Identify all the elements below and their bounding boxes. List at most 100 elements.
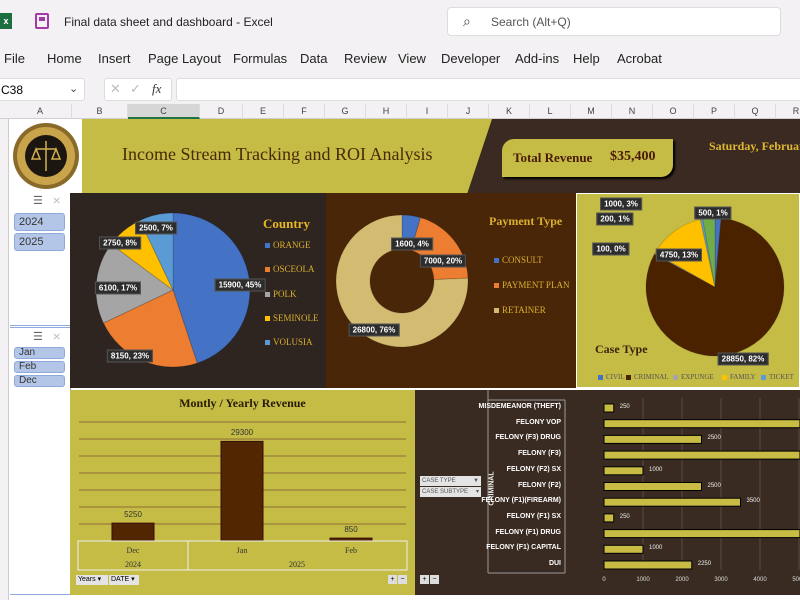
data-label: 6100, 17% bbox=[94, 281, 142, 295]
category-label: Dec bbox=[126, 546, 140, 555]
tab-data[interactable]: Data bbox=[300, 51, 328, 66]
column-header-m[interactable]: M bbox=[571, 104, 612, 119]
bar-felony-f3-drug[interactable] bbox=[603, 434, 702, 444]
bar-felony-f1-firearm-[interactable] bbox=[603, 497, 741, 507]
fx-icon[interactable]: fx bbox=[152, 81, 162, 96]
tab-acrobat[interactable]: Acrobat bbox=[617, 51, 662, 66]
column-header-d[interactable]: D bbox=[200, 104, 243, 119]
formula-input[interactable] bbox=[176, 78, 800, 101]
column-header-b[interactable]: B bbox=[72, 104, 128, 119]
column-header-k[interactable]: K bbox=[489, 104, 530, 119]
column-header-c[interactable]: C bbox=[128, 104, 200, 119]
tab-review[interactable]: Review bbox=[344, 51, 387, 66]
row-headers bbox=[0, 119, 9, 600]
tab-page-layout[interactable]: Page Layout bbox=[148, 51, 222, 66]
tab-insert[interactable]: Insert bbox=[98, 51, 131, 66]
data-label-value: 1000 bbox=[604, 199, 622, 209]
column-header-f[interactable]: F bbox=[284, 104, 325, 119]
collapse-button[interactable]: − bbox=[398, 575, 407, 584]
column-header-p[interactable]: P bbox=[694, 104, 735, 119]
legend-label: CRIMINAL bbox=[634, 373, 669, 381]
legend-swatch bbox=[494, 307, 499, 313]
years-field-button[interactable]: Years ▾ bbox=[76, 575, 108, 585]
data-label: 2500, 7% bbox=[135, 221, 177, 235]
case-type-field-button[interactable]: CASE TYPE ▼ bbox=[420, 476, 481, 486]
case-type-chart[interactable]: Case Type 500, 1% 28850, 82% 100, 0% 4750, … bbox=[576, 193, 800, 388]
legend-item: POLK bbox=[265, 289, 297, 299]
tab-developer[interactable]: Developer bbox=[441, 51, 501, 66]
bar-felony-f1-sx[interactable] bbox=[603, 513, 615, 523]
slicer-item-feb[interactable]: Feb bbox=[14, 361, 65, 373]
multi-select-icon[interactable]: ☰ bbox=[33, 195, 43, 207]
pie-slice-orange[interactable] bbox=[172, 212, 251, 364]
case-subtype-field-button[interactable]: CASE SUBTYPE ▾ bbox=[420, 487, 481, 497]
tab-home[interactable]: Home bbox=[47, 51, 82, 66]
pie-slice-criminal[interactable] bbox=[645, 217, 785, 357]
bar-felony-f3-[interactable] bbox=[603, 450, 800, 460]
tab-view[interactable]: View bbox=[398, 51, 426, 66]
bar-dec[interactable] bbox=[111, 522, 155, 542]
slicer-item-dec[interactable]: Dec bbox=[14, 375, 65, 387]
tab-file[interactable]: File bbox=[4, 51, 25, 66]
column-header-e[interactable]: E bbox=[243, 104, 284, 119]
search-box[interactable]: ⌕ Search (Alt+Q) bbox=[447, 7, 781, 36]
cancel-icon[interactable]: ✕ bbox=[110, 81, 121, 96]
data-label-percent: 7% bbox=[161, 223, 173, 233]
column-header-q[interactable]: Q bbox=[735, 104, 776, 119]
column-header-i[interactable]: I bbox=[407, 104, 448, 119]
expand-button[interactable]: + bbox=[420, 575, 429, 584]
legend-label: SEMINOLE bbox=[273, 313, 319, 323]
pie-slice-expunge[interactable] bbox=[653, 252, 716, 288]
column-header-j[interactable]: J bbox=[448, 104, 489, 119]
bar-felony-f1-drug[interactable] bbox=[603, 529, 800, 539]
clear-filter-icon[interactable]: ⨯ bbox=[52, 195, 62, 207]
bar-misdemeanor-theft-[interactable] bbox=[603, 403, 615, 413]
save-icon[interactable] bbox=[35, 13, 49, 29]
tab-help[interactable]: Help bbox=[573, 51, 600, 66]
years-label: Years bbox=[78, 576, 96, 583]
multi-select-icon[interactable]: ☰ bbox=[33, 331, 43, 343]
date-field-button[interactable]: DATE ▾ bbox=[109, 575, 139, 585]
column-header-h[interactable]: H bbox=[366, 104, 407, 119]
bar-felony-f2-sx[interactable] bbox=[603, 466, 644, 476]
country-chart[interactable]: Country 15900, 45% 8150, 23% 6100, 17% 2750… bbox=[70, 193, 326, 388]
tab-formulas[interactable]: Formulas bbox=[233, 51, 288, 66]
bar-dui[interactable] bbox=[603, 560, 693, 570]
pie-slice-retainer[interactable] bbox=[335, 214, 469, 348]
slicer-item-2024[interactable]: 2024 bbox=[14, 213, 65, 231]
case-subtype-chart[interactable]: CASE TYPE ▼ CASE SUBTYPE ▾ CRIMINAL + − MI… bbox=[415, 390, 800, 595]
column-header-g[interactable]: G bbox=[325, 104, 366, 119]
collapse-button[interactable]: − bbox=[430, 575, 439, 584]
column-header-r[interactable]: R bbox=[776, 104, 800, 119]
data-label-percent: 0% bbox=[614, 244, 626, 254]
column-header-n[interactable]: N bbox=[612, 104, 653, 119]
data-label: 4750, 13% bbox=[655, 248, 703, 262]
payment-type-chart[interactable]: Payment Type 1600, 4% 7000, 20% 26800, 76%… bbox=[326, 193, 576, 388]
bar-felony-vop[interactable] bbox=[603, 419, 800, 429]
name-box[interactable]: C38 ⌄ bbox=[0, 78, 85, 101]
category-label: FELONY (F1) DRUG bbox=[495, 528, 561, 536]
slicer-item-2025[interactable]: 2025 bbox=[14, 233, 65, 251]
data-label-percent: 4% bbox=[417, 239, 429, 249]
data-label: 100, 0% bbox=[592, 242, 630, 256]
data-label: 500, 1% bbox=[694, 206, 732, 220]
bar-felony-f1-capital[interactable] bbox=[603, 544, 644, 554]
enter-icon[interactable]: ✓ bbox=[130, 81, 141, 96]
data-label-percent: 1% bbox=[618, 214, 630, 224]
column-header-a[interactable]: A bbox=[9, 104, 72, 119]
monthly-revenue-chart[interactable]: Montly / Yearly Revenue Years ▾ DATE ▾ +… bbox=[70, 390, 415, 595]
window-title: Final data sheet and dashboard - Excel bbox=[64, 15, 273, 29]
date-label: DATE bbox=[111, 576, 130, 583]
legend-swatch bbox=[265, 315, 270, 321]
bar-felony-f2-[interactable] bbox=[603, 482, 702, 491]
data-label: 8150, 23% bbox=[106, 349, 154, 363]
expand-button[interactable]: + bbox=[388, 575, 397, 584]
chevron-down-icon[interactable]: ⌄ bbox=[69, 83, 79, 95]
bar-jan[interactable] bbox=[220, 440, 264, 542]
legend-swatch bbox=[722, 374, 727, 380]
column-header-o[interactable]: O bbox=[653, 104, 694, 119]
column-header-l[interactable]: L bbox=[530, 104, 571, 119]
slicer-item-jan[interactable]: Jan bbox=[14, 347, 65, 359]
tab-add-ins[interactable]: Add-ins bbox=[515, 51, 560, 66]
clear-filter-icon[interactable]: ⨯ bbox=[52, 331, 62, 343]
